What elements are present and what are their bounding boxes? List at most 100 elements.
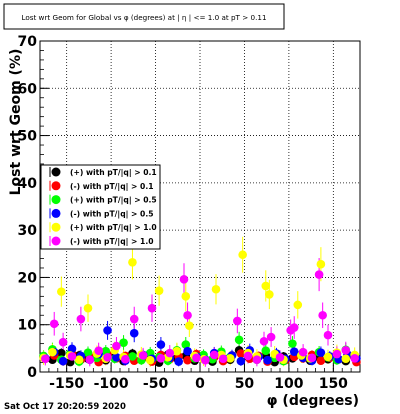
data-point: [145, 355, 155, 365]
data-point: [83, 303, 93, 313]
x-tick-label: 150: [319, 376, 348, 392]
legend-marker: [51, 167, 61, 177]
data-point: [316, 259, 326, 269]
x-tick-label: 100: [274, 376, 303, 392]
data-point: [129, 314, 139, 324]
data-point: [318, 310, 327, 320]
data-point: [156, 353, 166, 363]
data-point: [183, 355, 192, 365]
timestamp: Sat Oct 17 20:20:59 2020: [4, 402, 126, 412]
data-point: [316, 356, 326, 365]
data-point: [58, 337, 68, 347]
legend-marker: [51, 222, 61, 232]
x-axis-label: φ (degrees): [267, 393, 359, 409]
legend-label: (-) with pT/|q| > 1.0: [70, 237, 154, 247]
data-point: [181, 340, 191, 349]
legend-label: (-) with pT/|q| > 0.5: [70, 209, 154, 219]
data-point: [183, 346, 192, 356]
x-tick-label: -100: [94, 376, 129, 392]
data-point: [307, 353, 317, 363]
data-point: [67, 344, 77, 354]
y-tick-label: 30: [18, 223, 38, 239]
data-point: [238, 250, 247, 260]
data-point: [233, 316, 242, 326]
y-tick-label: 10: [18, 318, 38, 334]
data-point: [58, 356, 68, 366]
data-point: [147, 303, 157, 313]
data-point: [74, 355, 84, 365]
data-point: [298, 347, 308, 357]
legend-label: (+) with pT/|q| > 0.5: [70, 196, 157, 206]
legend-marker: [51, 236, 61, 246]
data-point: [288, 339, 297, 348]
y-tick-label: 40: [18, 176, 38, 192]
y-tick-label: 20: [18, 270, 38, 286]
title-box: Lost wrt Geom for Global vs φ (degrees) …: [3, 3, 285, 30]
data-point: [263, 355, 272, 365]
data-point: [192, 353, 201, 363]
data-point: [103, 353, 112, 362]
data-point: [341, 345, 351, 355]
data-point: [76, 314, 86, 324]
data-point: [165, 348, 175, 358]
data-point: [183, 310, 192, 320]
data-point: [121, 354, 130, 364]
data-point: [261, 346, 271, 356]
data-point: [259, 336, 269, 346]
legend-marker: [51, 181, 61, 191]
data-point: [234, 335, 244, 345]
chart-title: Lost wrt Geom for Global vs φ (degrees) …: [21, 13, 266, 22]
legend-label: (+) with pT/|q| > 0.1: [70, 168, 157, 178]
data-point: [57, 348, 66, 358]
data-point: [41, 354, 50, 364]
legend-marker: [51, 208, 61, 218]
x-tick-labels: -150 -100 -50 0 50 100 150: [49, 376, 348, 392]
data-point: [94, 346, 103, 356]
data-point: [275, 353, 285, 362]
data-point: [332, 349, 342, 359]
data-point: [218, 354, 228, 364]
legend-label: (-) with pT/|q| > 0.1: [70, 182, 154, 192]
x-tick-label: -50: [143, 376, 169, 392]
data-point: [323, 352, 333, 362]
x-tick-label: 0: [195, 376, 205, 392]
data-point: [225, 353, 235, 363]
data-point: [289, 323, 299, 332]
data-point: [266, 332, 276, 342]
y-tick-label: 70: [18, 34, 38, 50]
data-point: [119, 338, 128, 347]
data-point: [128, 257, 137, 267]
legend-label: (+) with pT/|q| > 1.0: [70, 223, 157, 233]
data-point: [103, 326, 112, 335]
data-point: [174, 357, 183, 366]
y-tick-label: 60: [18, 81, 38, 97]
data-point: [128, 352, 137, 361]
y-tick-labels: 0 10 20 30 40 50 60 70: [18, 34, 38, 381]
data-point: [293, 300, 303, 310]
data-point: [201, 355, 210, 365]
data-point: [172, 346, 182, 356]
data-point: [261, 281, 271, 291]
data-point: [265, 290, 274, 299]
legend: (+) with pT/|q| > 0.1 (-) with pT/|q| > 0…: [40, 164, 161, 250]
data-point: [83, 348, 93, 357]
data-point: [236, 349, 246, 358]
data-point: [85, 355, 95, 365]
data-point: [138, 351, 148, 360]
data-point: [154, 286, 164, 295]
y-tick-label: 50: [18, 129, 38, 145]
data-points: [39, 250, 361, 367]
data-point: [156, 340, 166, 349]
data-point: [289, 347, 299, 356]
legend-marker: [51, 195, 61, 205]
data-point: [129, 328, 139, 338]
data-point: [211, 284, 221, 294]
x-tick-label: -150: [49, 376, 84, 392]
data-point: [67, 352, 77, 361]
data-point: [323, 330, 333, 340]
data-point: [181, 292, 191, 301]
data-point: [57, 287, 66, 296]
data-point: [350, 353, 359, 363]
data-point: [185, 321, 194, 330]
